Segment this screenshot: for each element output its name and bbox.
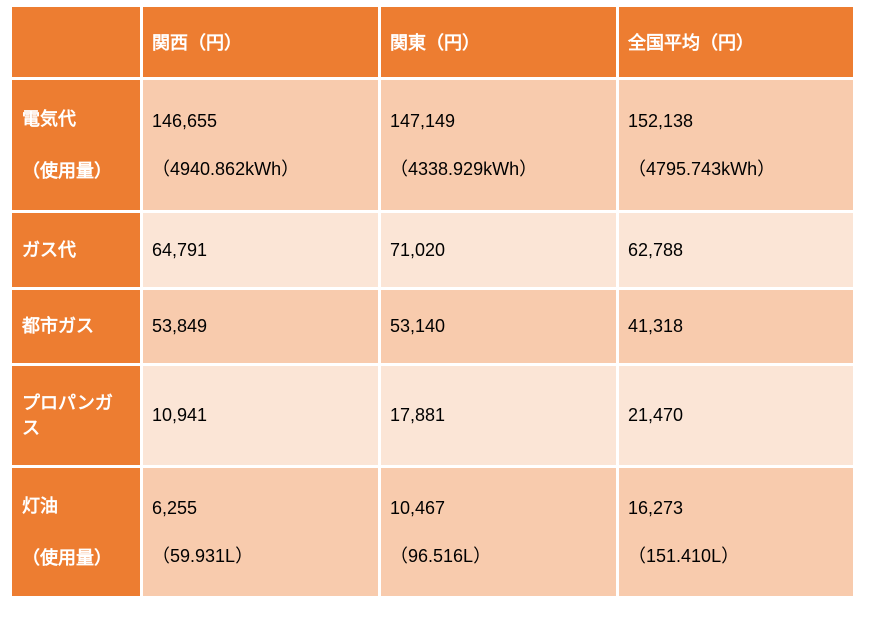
cell-cost-value: 21,470	[628, 405, 684, 426]
cell-cost-value: 10,467	[390, 497, 446, 518]
cell-electricity-national: 152,138 （4795.743kWh）	[616, 77, 856, 213]
row-label: プロパンガス	[22, 393, 113, 438]
cell-kerosene-national: 16,273 （151.410L）	[616, 465, 856, 599]
cell-cost-value: 10,941	[152, 405, 208, 426]
corner-cell	[9, 4, 143, 80]
cell-city-gas-national: 41,318	[616, 287, 856, 366]
cell-gas-kanto: 71,020	[378, 210, 619, 290]
table-row-gas: ガス代 64,791 71,020 62,788	[9, 210, 856, 290]
cell-city-gas-kanto: 53,140	[378, 287, 619, 366]
cell-usage-value: （4940.862kWh）	[152, 158, 300, 179]
cell-cost-value: 152,138	[628, 110, 694, 131]
cell-cost-value: 62,788	[628, 239, 684, 260]
cell-cost-value: 64,791	[152, 239, 208, 260]
cell-propane-kansai: 10,941	[140, 363, 381, 468]
cell-cost-value: 53,140	[390, 316, 446, 337]
cell-cost-value: 71,020	[390, 239, 446, 260]
row-label: 灯油	[22, 496, 58, 517]
cell-usage-value: （96.516L）	[390, 545, 492, 566]
cell-cost-value: 146,655	[152, 110, 218, 131]
cell-usage-value: （4795.743kWh）	[628, 158, 776, 179]
cell-electricity-kanto: 147,149 （4338.929kWh）	[378, 77, 619, 213]
column-header-kanto: 関東（円）	[378, 4, 619, 80]
row-header-gas: ガス代	[9, 210, 143, 290]
cell-cost-value: 147,149	[390, 110, 456, 131]
cell-usage-value: （151.410L）	[628, 545, 740, 566]
utility-cost-comparison-table: 関西（円） 関東（円） 全国平均（円） 電気代 （使用量） 146,655 （4…	[9, 4, 856, 599]
table-row-propane-gas: プロパンガス 10,941 17,881 21,470	[9, 363, 856, 468]
cell-kerosene-kanto: 10,467 （96.516L）	[378, 465, 619, 599]
row-label: 電気代	[22, 109, 76, 130]
row-header-electricity: 電気代 （使用量）	[9, 77, 143, 213]
column-header-national: 全国平均（円）	[616, 4, 856, 80]
cell-propane-kanto: 17,881	[378, 363, 619, 468]
row-sublabel-usage: （使用量）	[22, 160, 112, 181]
row-label: ガス代	[22, 239, 76, 260]
cell-usage-value: （4338.929kWh）	[390, 158, 538, 179]
table-header-row: 関西（円） 関東（円） 全国平均（円）	[9, 4, 856, 80]
cell-electricity-kansai: 146,655 （4940.862kWh）	[140, 77, 381, 213]
cell-city-gas-kansai: 53,849	[140, 287, 381, 366]
cell-cost-value: 16,273	[628, 497, 684, 518]
cell-cost-value: 41,318	[628, 316, 684, 337]
cell-propane-national: 21,470	[616, 363, 856, 468]
cell-gas-national: 62,788	[616, 210, 856, 290]
row-sublabel-usage: （使用量）	[22, 547, 112, 568]
column-header-kansai: 関西（円）	[140, 4, 381, 80]
table-row-electricity: 電気代 （使用量） 146,655 （4940.862kWh） 147,149 …	[9, 77, 856, 213]
cell-cost-value: 53,849	[152, 316, 208, 337]
cell-cost-value: 17,881	[390, 405, 446, 426]
table-row-city-gas: 都市ガス 53,849 53,140 41,318	[9, 287, 856, 366]
cell-gas-kansai: 64,791	[140, 210, 381, 290]
table-row-kerosene: 灯油 （使用量） 6,255 （59.931L） 10,467 （96.516L…	[9, 465, 856, 599]
cell-usage-value: （59.931L）	[152, 545, 254, 566]
row-header-propane-gas: プロパンガス	[9, 363, 143, 468]
row-header-city-gas: 都市ガス	[9, 287, 143, 366]
cell-cost-value: 6,255	[152, 497, 198, 518]
cell-kerosene-kansai: 6,255 （59.931L）	[140, 465, 381, 599]
row-header-kerosene: 灯油 （使用量）	[9, 465, 143, 599]
row-label: 都市ガス	[22, 316, 94, 337]
